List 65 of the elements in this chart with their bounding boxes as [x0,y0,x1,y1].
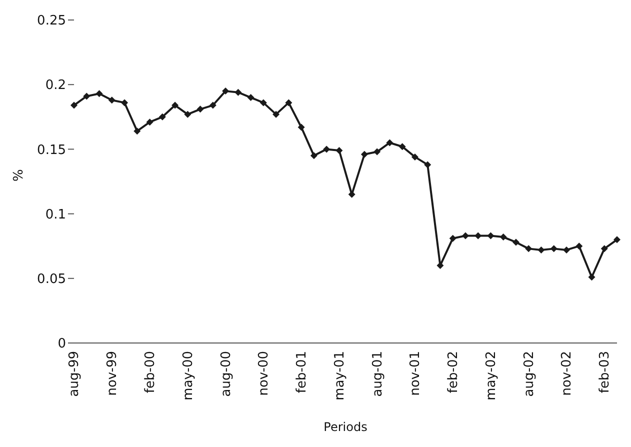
point [374,148,381,156]
point [121,99,128,106]
point [298,124,305,131]
x-tick-label: aug-99 [67,351,82,397]
point [247,94,254,102]
point [336,146,343,154]
point [222,88,230,95]
x-tick-label: nov-00 [256,351,272,396]
point [172,102,179,109]
point [83,92,90,100]
point [310,152,318,160]
x-tick-label: aug-00 [218,351,234,397]
point [411,153,418,160]
x-tick-label: feb-00 [142,351,158,394]
point [134,128,141,135]
point [260,99,267,106]
point [550,245,558,252]
x-tick-label: feb-01 [294,351,310,394]
point [386,139,394,146]
y-tick-label: 0.05 [37,272,66,288]
point [209,102,216,109]
point [108,96,116,104]
point [614,236,620,244]
x-tick-label: may-02 [484,351,499,400]
point [360,150,368,158]
point [196,106,204,113]
point [285,99,292,106]
y-tick-label: 0.15 [37,142,66,158]
point [234,88,242,96]
point [462,232,469,240]
x-axis-title: Periods [324,420,368,434]
y-tick-label: 0.2 [45,78,66,94]
point [158,113,166,120]
point [323,146,330,153]
x-tick-label: aug-01 [370,351,386,397]
x-tick-label: feb-02 [446,351,462,394]
x-tick-label: aug-02 [522,351,537,397]
point [525,245,532,252]
x-tick-label: nov-01 [408,351,424,396]
point [576,242,583,250]
point [474,232,482,240]
x-tick-label: nov-02 [560,351,575,396]
point [398,143,406,150]
y-axis-title: % [12,169,27,182]
point [487,232,494,240]
point [449,234,456,242]
x-tick-label: may-00 [180,351,196,400]
x-tick-label: may-01 [332,351,348,400]
point [512,238,520,246]
y-tick-label: 0.1 [45,207,66,222]
x-tick-label: nov-99 [105,351,120,396]
point [184,110,192,118]
point [588,274,596,281]
point [146,118,154,126]
y-tick-label: 0 [58,336,66,352]
point [70,102,78,109]
point [600,245,608,252]
y-tick-label: 0.25 [37,14,66,29]
point [538,246,545,254]
point [562,246,570,254]
point [500,234,507,241]
point [96,90,103,98]
point [424,161,432,168]
x-tick-label: feb-03 [598,351,613,394]
point [272,110,280,118]
